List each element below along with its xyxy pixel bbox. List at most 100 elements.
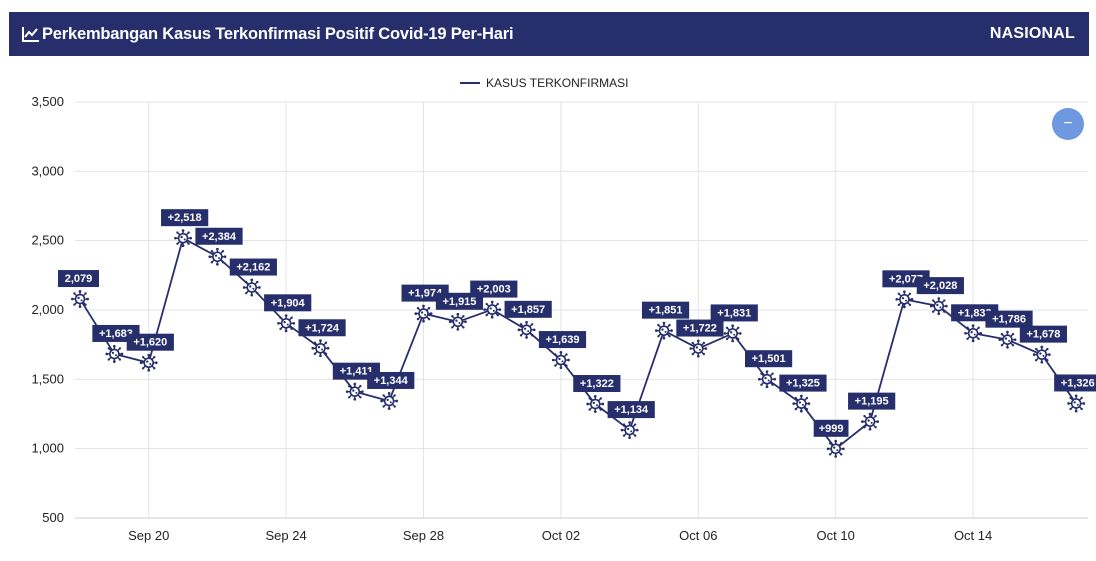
data-label: +1,678 — [1019, 325, 1067, 343]
data-point-virus-icon[interactable] — [964, 324, 983, 343]
data-label-text: +2,028 — [923, 280, 957, 292]
data-label-text: +1,974 — [408, 288, 443, 300]
data-point-virus-icon[interactable] — [586, 395, 605, 414]
data-label-text: +2,384 — [202, 231, 237, 243]
legend-swatch — [460, 82, 480, 84]
data-point-virus-icon[interactable] — [105, 344, 124, 363]
data-point-virus-icon[interactable] — [792, 394, 811, 413]
data-label: +1,344 — [367, 371, 415, 389]
x-tick-label: Sep 28 — [403, 528, 444, 543]
data-point-virus-icon[interactable] — [71, 290, 89, 309]
data-label: +999 — [813, 419, 849, 437]
y-tick-label: 1,500 — [31, 371, 64, 386]
data-label: +1,639 — [538, 331, 587, 349]
data-label-text: +2,077 — [889, 273, 923, 285]
data-point-virus-icon[interactable] — [345, 382, 364, 401]
data-point-virus-icon[interactable] — [895, 290, 914, 309]
chart-header: Perkembangan Kasus Terkonfirmasi Positif… — [9, 12, 1089, 56]
data-point-virus-icon[interactable] — [620, 421, 639, 440]
data-label-text: +1,678 — [1026, 329, 1060, 341]
y-tick-label: 2,500 — [31, 233, 64, 248]
data-point-virus-icon[interactable] — [689, 339, 708, 358]
data-label: +1,724 — [298, 319, 346, 337]
data-label-box — [298, 319, 346, 337]
data-point-virus-icon[interactable] — [311, 339, 330, 358]
data-label: +1,325 — [779, 374, 827, 392]
data-label-box — [813, 419, 849, 437]
y-tick-label: 3,500 — [31, 94, 64, 109]
data-label: +1,857 — [504, 300, 552, 318]
data-point-virus-icon[interactable] — [654, 321, 673, 340]
data-label: +2,518 — [161, 209, 209, 227]
data-point-virus-icon[interactable] — [998, 330, 1017, 349]
data-label-text: +1,620 — [133, 337, 167, 349]
data-point-virus-icon[interactable] — [483, 300, 502, 319]
data-label: +1,322 — [573, 375, 621, 393]
x-tick-label: Oct 02 — [542, 528, 580, 543]
zoom-reset-button[interactable]: − — [1052, 108, 1084, 140]
data-label-box — [848, 392, 896, 410]
line-chart-icon — [22, 27, 39, 42]
data-label-text: +1,683 — [99, 328, 133, 340]
data-label-box — [745, 350, 793, 368]
data-label-box — [607, 401, 655, 419]
data-point-virus-icon[interactable] — [242, 278, 261, 297]
chart-title-text: Perkembangan Kasus Terkonfirmasi Positif… — [42, 24, 514, 43]
data-label-text: +1,325 — [786, 378, 820, 390]
data-label: 2,079 — [58, 270, 99, 288]
data-label-text: +1,195 — [855, 396, 889, 408]
legend-item[interactable]: KASUS TERKONFIRMASI — [460, 76, 628, 90]
data-label-text: +1,904 — [271, 297, 306, 309]
data-point-virus-icon[interactable] — [551, 351, 570, 370]
chart-title: Perkembangan Kasus Terkonfirmasi Positif… — [22, 24, 514, 44]
scope-label: NASIONAL — [989, 25, 1075, 42]
data-label-box — [710, 304, 758, 322]
data-point-virus-icon[interactable] — [758, 370, 776, 389]
data-point-virus-icon[interactable] — [174, 229, 193, 248]
data-label: +2,003 — [470, 280, 518, 298]
data-point-virus-icon[interactable] — [414, 304, 433, 323]
x-tick-label: Oct 06 — [679, 528, 717, 543]
data-point-virus-icon[interactable] — [139, 353, 158, 372]
data-label-box — [676, 319, 724, 337]
data-label-box — [58, 270, 99, 288]
data-label-text: +1,501 — [752, 353, 786, 365]
data-label-text: +1,639 — [546, 334, 580, 346]
data-label-text: +1,322 — [580, 378, 614, 390]
data-point-virus-icon[interactable] — [380, 391, 399, 410]
data-label-box — [641, 301, 690, 319]
data-label-box — [195, 227, 243, 245]
data-point-virus-icon[interactable] — [826, 439, 845, 458]
data-point-virus-icon[interactable] — [517, 320, 536, 339]
data-label-box — [538, 331, 587, 349]
y-tick-label: 1,000 — [31, 441, 64, 456]
data-label: +2,028 — [916, 277, 964, 295]
data-label-box — [161, 209, 209, 227]
data-label: +1,501 — [745, 350, 793, 368]
data-label-box — [573, 375, 621, 393]
data-label-box — [1054, 374, 1096, 392]
data-label: +2,162 — [229, 258, 277, 276]
data-point-virus-icon[interactable] — [723, 324, 742, 343]
data-label-text: +1,831 — [717, 307, 751, 319]
data-point-virus-icon[interactable] — [448, 312, 467, 331]
data-point-virus-icon[interactable] — [861, 412, 880, 431]
legend-label: KASUS TERKONFIRMASI — [486, 76, 629, 90]
x-tick-label: Oct 14 — [954, 528, 992, 543]
data-label-text: +1,832 — [958, 307, 992, 319]
data-point-virus-icon[interactable] — [277, 314, 296, 333]
data-label-text: +1,915 — [442, 296, 476, 308]
x-tick-label: Sep 20 — [128, 528, 169, 543]
data-point-virus-icon[interactable] — [1032, 345, 1051, 364]
data-point-virus-icon[interactable] — [929, 297, 948, 316]
data-point-virus-icon[interactable] — [1067, 394, 1086, 413]
data-label-text: +1,722 — [683, 323, 717, 335]
data-label: +1,134 — [607, 401, 655, 419]
data-label-box — [264, 294, 312, 312]
data-label-text: +2,162 — [236, 262, 270, 274]
data-label-text: +1,851 — [649, 305, 683, 317]
data-label: +1,904 — [264, 294, 312, 312]
data-point-virus-icon[interactable] — [208, 247, 227, 266]
x-tick-label: Oct 10 — [817, 528, 855, 543]
data-label: +1,786 — [985, 310, 1033, 328]
